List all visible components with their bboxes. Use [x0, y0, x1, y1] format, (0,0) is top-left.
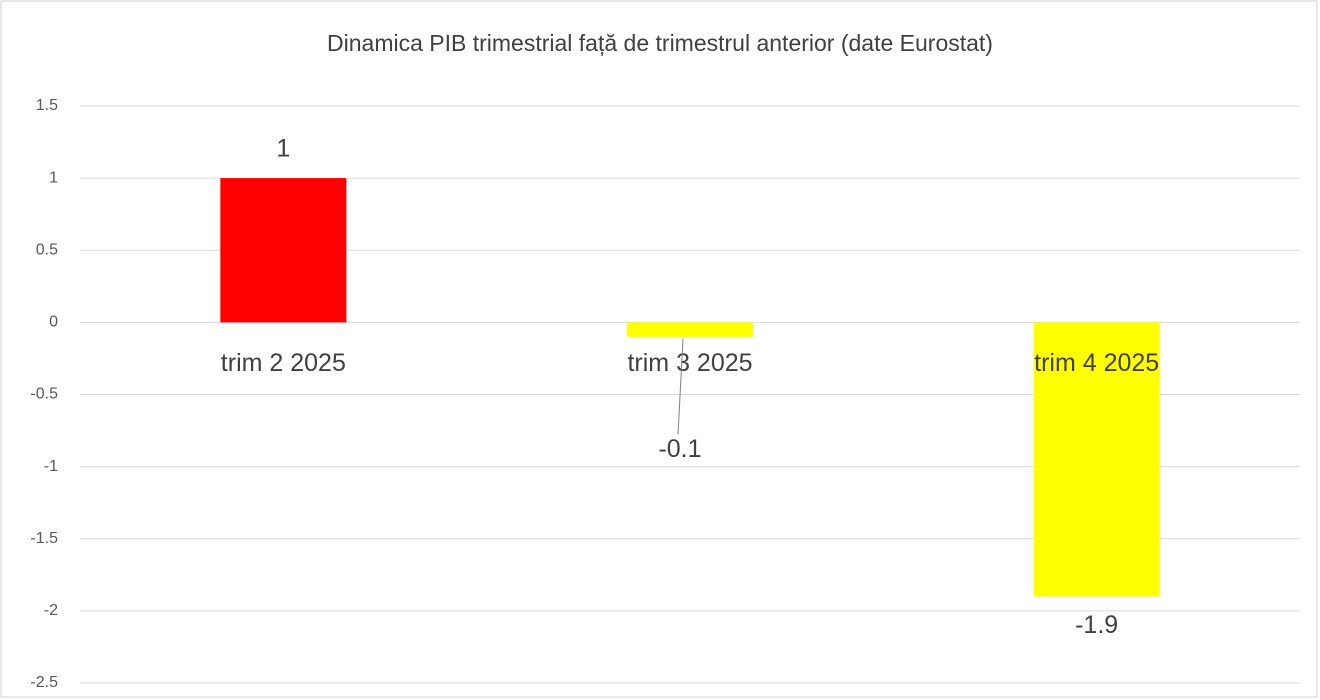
x-tick-label: trim 2 2025 — [221, 349, 346, 377]
chart-title: Dinamica PIB trimestrial față de trimest… — [327, 30, 993, 56]
y-tick-label: 0 — [49, 314, 58, 331]
x-tick-label: trim 4 2025 — [1034, 349, 1159, 377]
bar — [627, 322, 753, 337]
leader-line — [677, 338, 684, 435]
y-tick-label: -1.5 — [30, 530, 58, 547]
value-label: 1 — [276, 135, 290, 163]
x-tick-label: trim 3 2025 — [627, 349, 752, 377]
y-tick-label: 1 — [49, 169, 58, 186]
y-tick-label: -0.5 — [30, 386, 58, 403]
bar — [220, 178, 347, 323]
y-tick-label: -1 — [44, 458, 58, 475]
y-tick-label: -2.5 — [30, 674, 58, 691]
y-tick-label: 0.5 — [36, 241, 58, 258]
bar — [1033, 322, 1160, 597]
value-label: -1.9 — [1075, 611, 1118, 639]
y-tick-label: -2 — [44, 602, 58, 619]
y-tick-label: 1.5 — [36, 97, 58, 114]
value-label: -0.1 — [658, 435, 701, 463]
